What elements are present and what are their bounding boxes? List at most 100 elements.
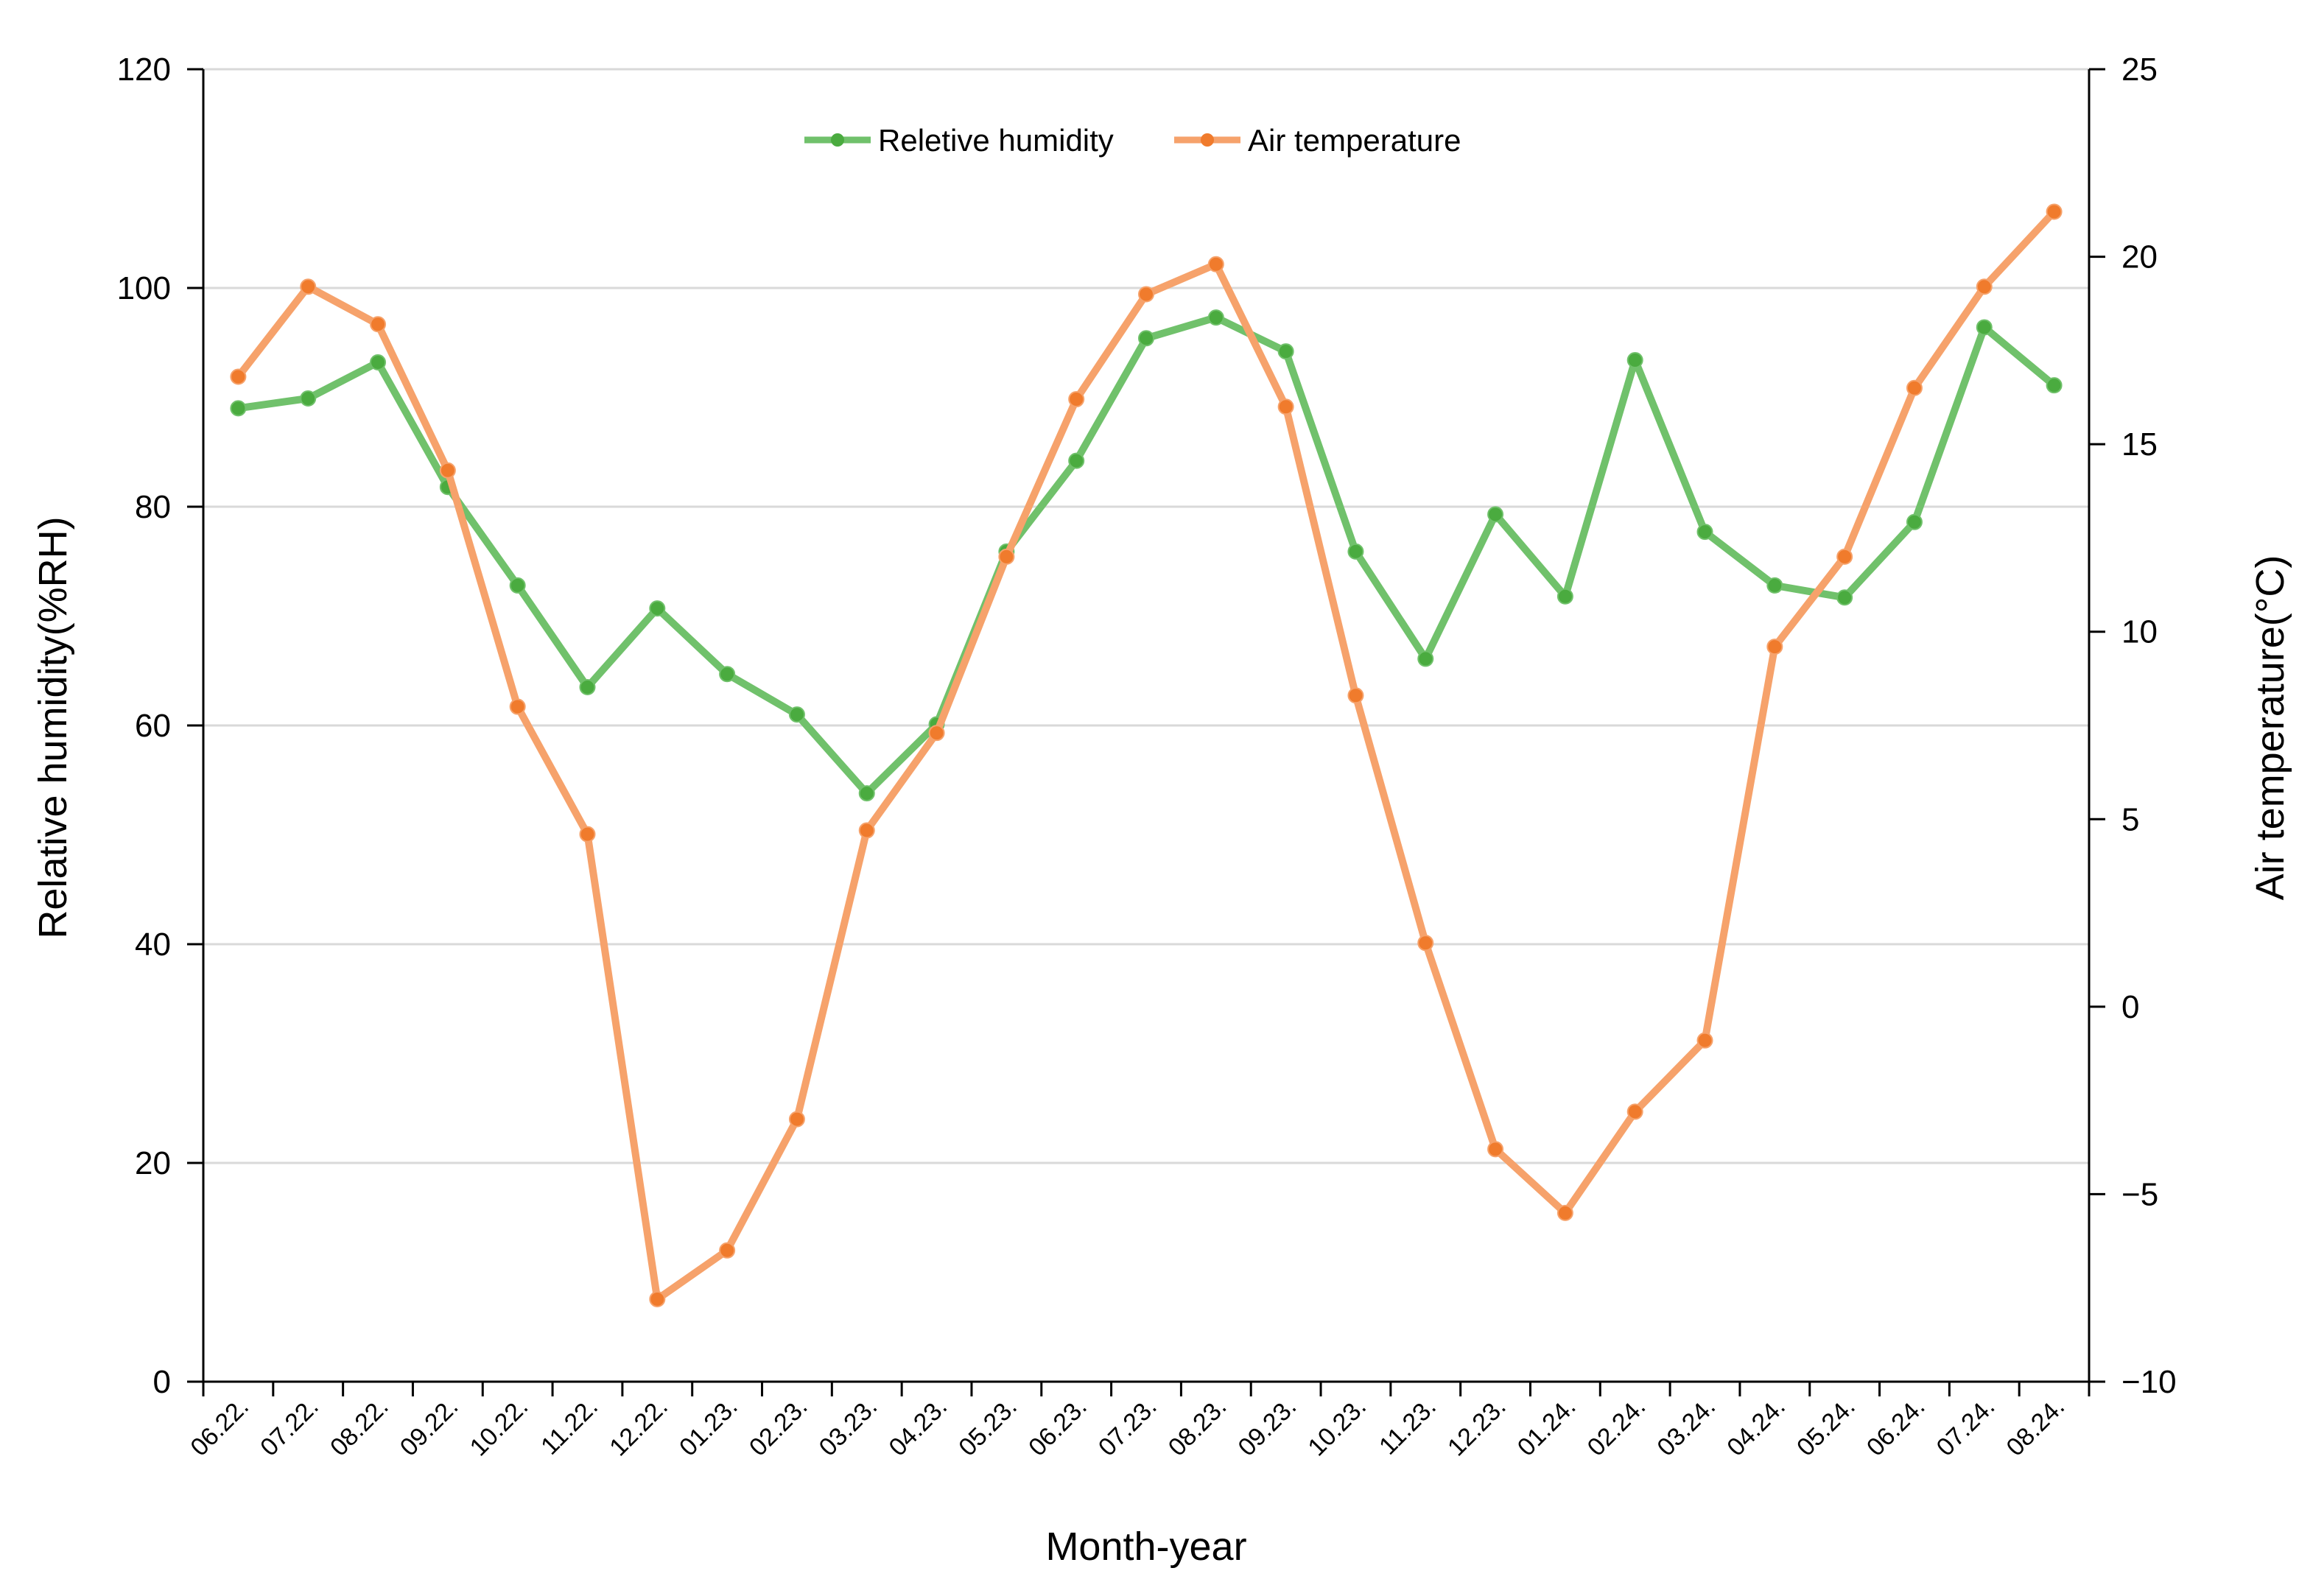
x-axis-title: Month-year [1045, 1525, 1246, 1569]
data-point-humidity [719, 666, 736, 683]
data-point-temperature [230, 368, 247, 385]
data-point-temperature [579, 826, 596, 843]
x-tick-label: 05.23. [953, 1393, 1022, 1462]
data-point-temperature [2046, 203, 2063, 220]
x-tick-label: 10.23. [1302, 1393, 1372, 1462]
x-tick-label: 01.24. [1512, 1393, 1582, 1462]
data-point-humidity [2046, 377, 2063, 394]
data-point-temperature [719, 1242, 736, 1259]
x-tick-label: 04.23. [883, 1393, 952, 1462]
x-tick-label: 06.24. [1861, 1393, 1931, 1462]
legend-item-temperature: Air temperature [1174, 123, 1461, 158]
data-point-temperature [1556, 1204, 1573, 1221]
data-point-temperature [300, 278, 317, 295]
legend-item-humidity: Reletive humidity [804, 123, 1114, 158]
data-point-temperature [998, 548, 1015, 565]
legend: Reletive humidity Air temperature [804, 123, 1461, 158]
data-point-temperature [1487, 1141, 1504, 1158]
x-tick-label: 08.22. [325, 1393, 394, 1462]
data-point-humidity [1696, 524, 1713, 541]
y2-tick-label: 10 [2121, 614, 2158, 650]
data-point-humidity [509, 577, 526, 594]
legend-label-temperature: Air temperature [1248, 123, 1461, 158]
x-tick-label: 07.24. [1931, 1393, 2001, 1462]
x-tick-label: 07.23. [1093, 1393, 1162, 1462]
x-tick-label: 05.24. [1791, 1393, 1861, 1462]
series [230, 203, 2063, 1307]
data-point-humidity [1836, 589, 1853, 606]
data-point-temperature [509, 698, 526, 715]
x-tick-label: 02.23. [744, 1393, 813, 1462]
data-point-humidity [1277, 343, 1294, 360]
x-tick-label: 03.23. [814, 1393, 883, 1462]
y-tick-label: 0 [153, 1364, 171, 1400]
data-point-humidity [1976, 319, 1993, 336]
x-tick-label: 07.22. [255, 1393, 324, 1462]
data-point-humidity [1207, 309, 1224, 326]
y2-tick-label: 20 [2121, 239, 2158, 275]
data-point-temperature [649, 1290, 666, 1307]
data-point-humidity [1556, 588, 1573, 605]
legend-marker-humidity [831, 133, 844, 147]
data-point-humidity [1138, 330, 1154, 347]
data-point-humidity [1766, 577, 1783, 594]
x-tick-label: 02.24. [1582, 1393, 1652, 1462]
x-tick-label: 09.22. [395, 1393, 464, 1462]
y-tick-label: 120 [117, 52, 171, 88]
data-point-humidity [230, 400, 247, 417]
y-tick-label: 40 [135, 927, 171, 963]
data-point-temperature [1068, 391, 1085, 408]
y2-tick-label: 5 [2121, 801, 2139, 837]
legend-label-humidity: Reletive humidity [878, 123, 1114, 158]
data-point-humidity [300, 390, 317, 407]
data-point-temperature [1906, 379, 1923, 396]
data-point-temperature [1836, 548, 1853, 565]
y2-tick-label: −5 [2121, 1176, 2158, 1212]
data-point-humidity [858, 785, 875, 802]
series-line-temperature [234, 208, 2058, 1303]
y2-tick-label: −10 [2121, 1364, 2177, 1400]
data-point-temperature [1626, 1103, 1643, 1120]
data-point-temperature [858, 822, 875, 839]
x-tick-label: 09.23. [1233, 1393, 1302, 1462]
x-tick-label: 10.22. [465, 1393, 534, 1462]
y-tick-label: 80 [135, 489, 171, 525]
data-point-humidity [649, 600, 666, 617]
x-tick-label: 01.23. [674, 1393, 743, 1462]
x-tick-label: 06.23. [1023, 1393, 1092, 1462]
x-tick-label: 11.22. [536, 1393, 603, 1460]
x-tick-label: 08.24. [2001, 1393, 2071, 1462]
y-tick-label: 100 [117, 270, 171, 306]
x-tick-label: 12.22. [604, 1393, 673, 1462]
legend-marker-temperature [1201, 133, 1214, 147]
data-point-humidity [370, 354, 387, 370]
y2-axis-title: Air temperature(°C) [2248, 555, 2292, 901]
data-point-temperature [439, 462, 456, 479]
data-point-temperature [1766, 639, 1783, 655]
x-tick-label: 06.22. [185, 1393, 254, 1462]
data-point-temperature [370, 316, 387, 333]
data-point-temperature [928, 725, 945, 742]
gridlines [203, 68, 2089, 1164]
data-point-humidity [579, 679, 596, 696]
series-line-humidity [234, 314, 2058, 798]
x-tick-label: 12.23. [1442, 1393, 1512, 1462]
data-point-temperature [1417, 935, 1434, 952]
data-point-humidity [1347, 543, 1364, 560]
data-point-humidity [788, 706, 805, 723]
data-point-humidity [1487, 506, 1504, 523]
y-axis-title: Relative humidity(%RH) [31, 516, 75, 938]
data-point-humidity [1906, 513, 1923, 530]
x-tick-label: 08.23. [1163, 1393, 1232, 1462]
y2-tick-label: 25 [2121, 52, 2158, 88]
data-point-temperature [1277, 398, 1294, 415]
data-point-temperature [1207, 256, 1224, 273]
x-tick-label: 11.23. [1374, 1393, 1442, 1460]
data-point-temperature [1976, 278, 1993, 295]
y2-tick-label: 15 [2121, 426, 2158, 463]
data-point-temperature [1696, 1032, 1713, 1049]
data-point-temperature [1347, 687, 1364, 704]
y-tick-label: 60 [135, 708, 171, 744]
